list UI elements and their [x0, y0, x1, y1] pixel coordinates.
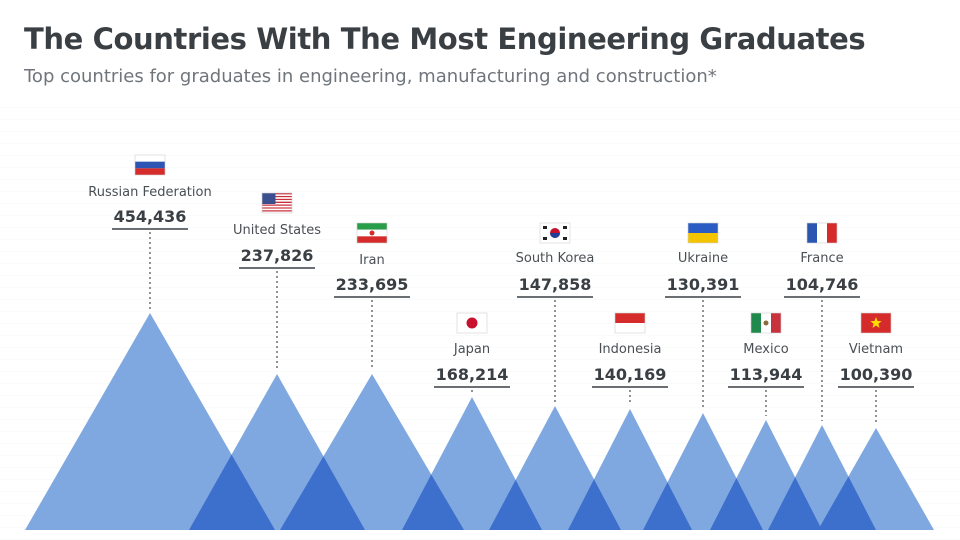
value-label-4: 147,858: [519, 275, 592, 294]
labels-layer: Russian Federation 454,436 United States 23…: [88, 154, 914, 424]
country-label-0: Russian Federation: [88, 185, 211, 200]
value-label-5: 140,169: [594, 365, 667, 384]
value-label-9: 100,390: [840, 365, 913, 384]
chart-subtitle: Top countries for graduates in engineeri…: [24, 66, 717, 87]
country-label-5: Indonesia: [599, 342, 662, 357]
overlap-8: [818, 476, 876, 530]
mountain-0: [25, 313, 275, 530]
overlap-7: [768, 477, 822, 530]
chart-title: The Countries With The Most Engineering …: [24, 22, 866, 56]
overlaps-layer: [189, 454, 876, 530]
value-label-2: 233,695: [336, 275, 409, 294]
usa-flag-icon: [261, 192, 293, 214]
overlap-3: [489, 479, 542, 530]
ukraine-flag-icon: [687, 222, 719, 244]
south-korea-flag-icon: [539, 222, 571, 244]
value-label-6: 130,391: [667, 275, 740, 294]
value-label-1: 237,826: [241, 246, 314, 265]
overlap-5: [643, 482, 692, 530]
country-label-1: United States: [233, 223, 321, 238]
country-label-8: France: [800, 251, 843, 266]
overlap-4: [568, 479, 621, 530]
country-label-4: South Korea: [516, 251, 595, 266]
value-label-0: 454,436: [114, 207, 187, 226]
country-label-6: Ukraine: [678, 251, 728, 266]
overlap-2: [402, 474, 464, 530]
country-label-7: Mexico: [743, 342, 788, 357]
russia-flag-icon: [134, 154, 166, 176]
value-label-8: 104,746: [786, 275, 859, 294]
value-label-7: 113,944: [730, 365, 803, 384]
country-label-9: Vietnam: [849, 342, 903, 357]
iran-flag-icon: [356, 222, 388, 244]
japan-flag-icon: [456, 312, 488, 334]
country-label-2: Iran: [359, 253, 384, 268]
france-flag-icon: [806, 222, 838, 244]
overlap-0: [189, 454, 275, 530]
overlap-6: [710, 478, 763, 530]
value-label-3: 168,214: [436, 365, 509, 384]
indonesia-flag-icon: [614, 312, 646, 334]
vietnam-flag-icon: [860, 312, 892, 334]
overlap-1: [280, 456, 365, 530]
mexico-flag-icon: [750, 312, 782, 334]
country-label-3: Japan: [453, 342, 490, 357]
